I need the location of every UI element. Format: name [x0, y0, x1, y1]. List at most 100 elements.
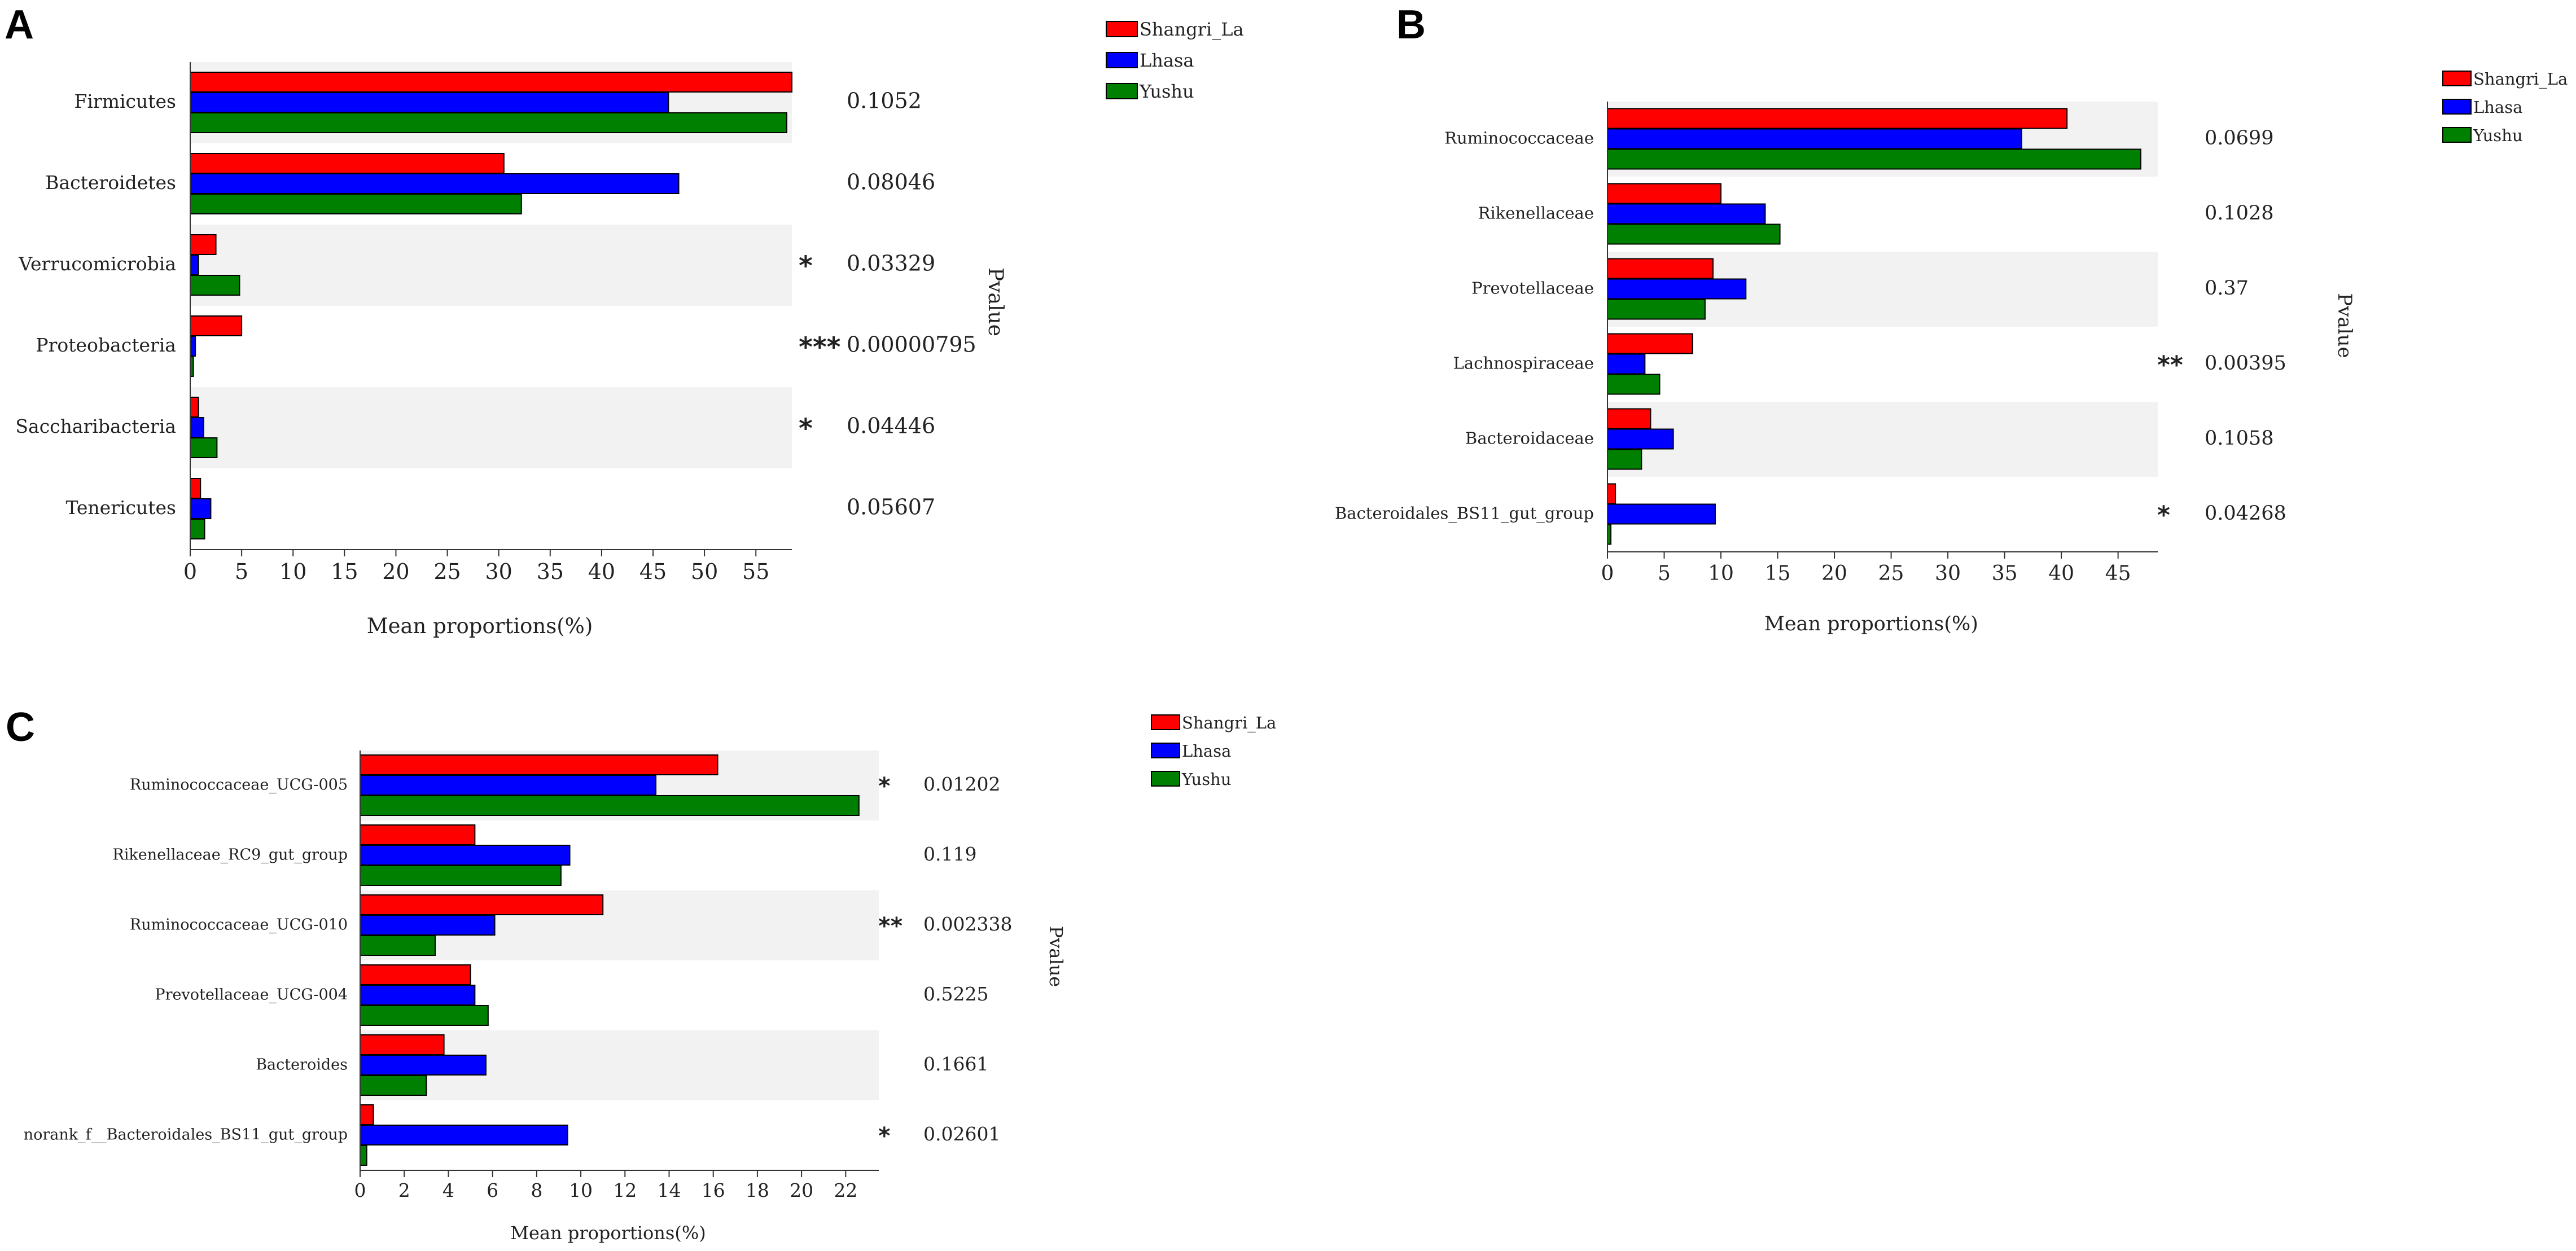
bar-lhasa	[1607, 503, 1716, 525]
bar-lhasa	[360, 845, 571, 866]
x-tick-label: 15	[331, 559, 358, 584]
bar-shangri-la	[190, 315, 243, 336]
bar-shangri-la	[360, 964, 471, 985]
legend-label: Yushu	[1181, 770, 1232, 789]
pvalue-text: 0.1052	[847, 89, 922, 113]
category-label: Ruminococcaceae	[1444, 129, 1594, 148]
x-tick-label: 20	[790, 1179, 813, 1201]
bar-lhasa	[190, 336, 196, 357]
x-tick-label: 5	[235, 559, 248, 584]
bar-yushu	[190, 519, 205, 539]
category-label: Rikenellaceae	[1478, 204, 1594, 223]
bar-lhasa	[360, 1125, 568, 1145]
bar-shangri-la	[190, 234, 217, 255]
pvalue-text: 0.05607	[847, 495, 935, 520]
bar-lhasa	[360, 1055, 487, 1076]
x-tick-label: 40	[588, 559, 615, 584]
x-tick-label: 0	[354, 1179, 366, 1201]
legend-swatch	[1106, 52, 1138, 68]
x-tick-label: 55	[742, 559, 769, 584]
bar-lhasa	[360, 915, 496, 936]
x-tick-label: 40	[2048, 562, 2074, 585]
significance-marker: *	[2157, 501, 2170, 529]
x-tick-label: 30	[485, 559, 512, 584]
bar-lhasa	[190, 173, 680, 194]
bar-lhasa	[1607, 353, 1646, 375]
legend-swatch	[2442, 71, 2472, 86]
category-label: Verrucomicrobia	[18, 253, 176, 275]
pvalue-text: 0.1058	[2205, 427, 2273, 450]
bar-yushu	[190, 275, 240, 296]
legend: Shangri_La Lhasa Yushu	[2442, 69, 2568, 145]
category-label: norank_f__Bacteroidales_BS11_gut_group	[24, 1126, 348, 1144]
significance-marker: **	[878, 912, 903, 940]
x-tick-label: 18	[746, 1179, 769, 1201]
bar-yushu	[1607, 299, 1706, 320]
x-tick-label: 6	[487, 1179, 498, 1201]
pvalue-axis-title: Pvalue	[2333, 293, 2356, 358]
bar-yushu	[190, 437, 218, 458]
category-label: Lachnospiraceae	[1453, 354, 1594, 373]
category-label: Bacteroidetes	[45, 172, 176, 194]
bar-shangri-la	[360, 1104, 374, 1125]
x-tick-label: 0	[1601, 562, 1614, 585]
x-tick-label: 22	[834, 1179, 857, 1201]
significance-marker: *	[799, 413, 813, 444]
bar-lhasa	[190, 498, 212, 519]
x-tick-label: 5	[1658, 562, 1671, 585]
x-tick-label: 16	[702, 1179, 725, 1201]
panel-b: B Ruminococcaceae 0.0699 Rikenellaceae 0.102…	[1335, 2, 2568, 635]
x-tick-label: 14	[657, 1179, 681, 1201]
x-tick-label: 10	[569, 1179, 593, 1201]
x-axis-label: Mean proportions(%)	[510, 1222, 706, 1244]
panel-c: C Ruminococcaceae_UCG-005 * 0.01202 Rikenell…	[6, 705, 1276, 1244]
significance-marker: **	[2157, 350, 2183, 379]
pvalue-text: 0.02601	[923, 1123, 1000, 1145]
bar-yushu	[360, 865, 562, 886]
bar-shangri-la	[360, 754, 719, 775]
pvalue-axis-title: Pvalue	[1045, 926, 1067, 987]
legend-swatch	[1151, 771, 1180, 787]
row-stripe	[1607, 402, 2158, 477]
bar-lhasa	[190, 92, 669, 113]
category-label: Firmicutes	[74, 90, 176, 112]
pvalue-text: 0.5225	[923, 983, 988, 1005]
row-stripe	[190, 387, 792, 468]
pvalue-text: 0.03329	[847, 251, 935, 276]
bar-shangri-la	[1607, 483, 1616, 504]
x-tick-label: 8	[531, 1179, 542, 1201]
bar-yushu	[1607, 223, 1781, 245]
bar-lhasa	[360, 775, 657, 796]
significance-marker: *	[878, 772, 891, 800]
x-tick-label: 50	[691, 559, 718, 584]
panel-letter: A	[5, 2, 34, 47]
category-label: Proteobacteria	[36, 334, 176, 356]
category-label: Prevotellaceae	[1471, 279, 1594, 298]
x-tick-label: 15	[1765, 562, 1791, 585]
bar-shangri-la	[1607, 333, 1693, 354]
legend: Shangri_La Lhasa Yushu	[1151, 713, 1276, 789]
legend-swatch	[1106, 83, 1138, 99]
panel-a: A Firmicutes 0.1052 Bacteroidetes 0.08046 Ver…	[5, 2, 1244, 638]
pvalue-text: 0.1028	[2205, 202, 2273, 225]
x-tick-label: 20	[1821, 562, 1847, 585]
x-tick-label: 30	[1935, 562, 1961, 585]
bar-yushu	[360, 935, 436, 956]
x-axis-label: Mean proportions(%)	[367, 614, 593, 638]
pvalue-text: 0.04446	[847, 414, 935, 438]
bar-lhasa	[1607, 428, 1674, 450]
legend-label: Shangri_La	[1182, 713, 1276, 733]
significance-marker: *	[878, 1122, 891, 1149]
bar-shangri-la	[190, 397, 199, 418]
category-label: Bacteroides	[256, 1056, 348, 1074]
pvalue-axis-title: Pvalue	[984, 267, 1007, 336]
pvalue-text: 0.00395	[2205, 352, 2286, 375]
bar-yushu	[360, 1005, 489, 1026]
bar-lhasa	[360, 985, 476, 1006]
bar-yushu	[1607, 148, 2141, 170]
legend: Shangri_La Lhasa Yushu	[1106, 19, 1244, 102]
legend-label: Lhasa	[2473, 98, 2522, 117]
category-label: Tenericutes	[65, 497, 176, 519]
pvalue-text: 0.37	[2205, 277, 2249, 300]
